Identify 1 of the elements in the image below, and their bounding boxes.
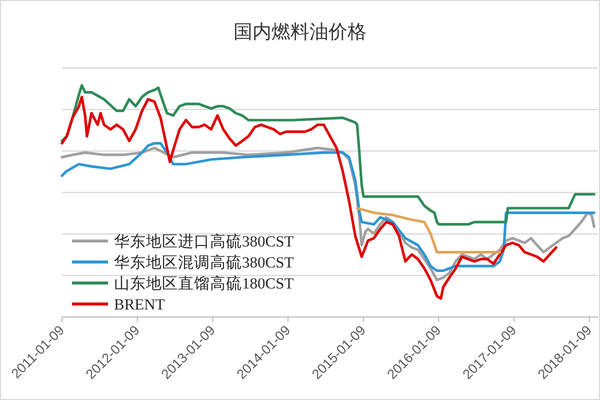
title: 国内燃料油价格 <box>234 22 366 43</box>
